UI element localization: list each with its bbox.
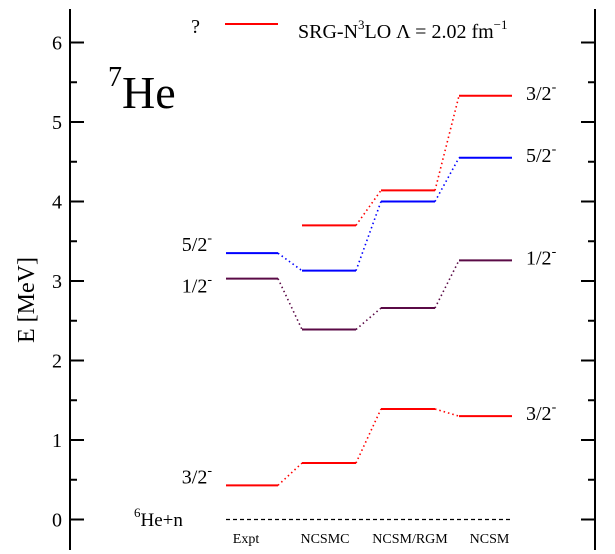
left-state-label: 3/2- [182, 463, 213, 488]
legend-text-main: SRG-N [298, 21, 358, 43]
right-state-label: 3/2- [526, 400, 557, 425]
nucleus-symbol: He [122, 67, 176, 118]
legend-text-sup: 3 [358, 17, 365, 32]
y-tick-label: 6 [52, 33, 62, 55]
right-state-label: 5/2- [526, 142, 557, 167]
level-connector [355, 201, 382, 271]
level-connector [277, 462, 303, 486]
energy-levels [226, 94, 512, 521]
y-tick-label: 2 [52, 351, 62, 373]
legend: ? SRG-N3LO Λ = 2.02 fm−1 [191, 16, 507, 43]
y-tick-label: 1 [52, 430, 62, 452]
left-state-label: 1/2- [182, 273, 213, 298]
legend-marker-label: ? [191, 16, 200, 38]
y-tick-label: 5 [52, 112, 62, 134]
method-label: Expt [233, 532, 260, 547]
threshold-label: 6He+n [134, 505, 183, 531]
legend-text: SRG-N3LO Λ = 2.02 fm−1 [298, 17, 508, 43]
legend-text-after: LO Λ = 2.02 fm [365, 21, 495, 43]
y-tick-label: 4 [52, 192, 62, 214]
y-tick-label: 0 [52, 510, 62, 532]
level-connector [355, 189, 382, 226]
nucleus-mass-number: 7 [108, 62, 122, 93]
threshold-label-sup: 6 [134, 505, 141, 520]
method-label: NCSM/RGM [372, 532, 448, 547]
y-axis-title: E [MeV] [14, 257, 40, 343]
level-connector [434, 408, 460, 417]
level-connector [434, 157, 460, 202]
y-tick-label: 3 [52, 271, 62, 293]
plot-frame [69, 9, 596, 550]
left-state-label: 5/2- [182, 231, 213, 256]
level-connector [277, 252, 303, 272]
level-connector [434, 95, 460, 191]
legend-text-sup2: −1 [494, 17, 508, 32]
right-state-label: 3/2- [526, 80, 557, 105]
right-state-label: 1/2- [526, 244, 557, 269]
threshold-label-text: He+n [141, 510, 184, 531]
axis-ticks: 0 1 2 3 4 5 6 [52, 33, 595, 532]
level-connector [355, 408, 382, 464]
level-connector [434, 259, 460, 309]
state-labels: 3/2- 1/2- 5/2- 3/2- 1/2- 5/2- 3/2- Expt NCSMC NCS… [182, 80, 557, 547]
method-label: NCSM [470, 532, 510, 547]
nucleus-label: 7He [108, 62, 176, 118]
level-connector [277, 278, 303, 330]
level-connector [355, 307, 382, 331]
method-label: NCSMC [300, 532, 349, 547]
